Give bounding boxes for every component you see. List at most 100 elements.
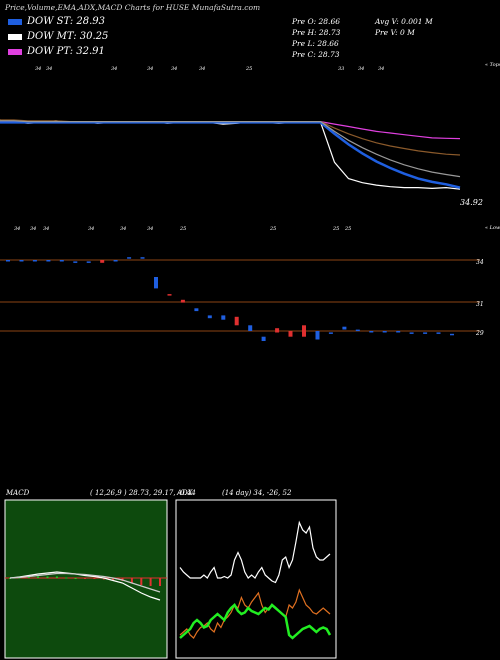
legend-label: DOW MT: 30.25 (27, 31, 109, 42)
legend-dow-pt: DOW PT: 32.91 (8, 46, 105, 57)
candle-bar (59, 260, 64, 262)
low-marker: 34 (30, 226, 36, 232)
candle-bar (342, 326, 347, 330)
macd-line (9, 571, 161, 601)
candle-bar (450, 333, 454, 336)
candle-bar (248, 325, 253, 331)
low-marker: 25 (332, 226, 339, 232)
level-label: 29 (475, 330, 484, 337)
adx-params: (14 day) 34, -26, 52 (222, 489, 292, 497)
adx-label: ADX (176, 489, 194, 497)
macd-histogram-bar (55, 576, 58, 578)
candle-bar (302, 325, 306, 337)
candle-bar (86, 261, 91, 263)
candle-bar (315, 331, 320, 340)
low-marker: 25 (179, 226, 186, 232)
ohlc-open: Pre O: 28.66 (292, 17, 340, 26)
low-marker: 34 (120, 226, 126, 232)
ema-line (0, 119, 461, 190)
candle-bar (6, 260, 10, 262)
candle-bar (369, 331, 374, 333)
ohlc-volume: Pre V: 0 M (375, 28, 415, 37)
candle-bar (275, 328, 280, 333)
top-marker: 34 (199, 66, 205, 72)
low-marker: 25 (344, 226, 351, 232)
macd-line (9, 572, 161, 593)
candle-bar (355, 329, 360, 332)
candle-bar (19, 260, 24, 262)
macd-params: ( 12,26,9 ) 28.73, 29.17, -0.44 (90, 489, 196, 497)
ohlc-low: Pre L: 28.66 (292, 39, 339, 48)
top-marker: 34 (171, 66, 177, 72)
top-marker: 34 (111, 66, 117, 72)
macd-histogram-bar (159, 578, 161, 586)
legend-dow-st: DOW ST: 28.93 (8, 16, 105, 27)
adx-line (179, 588, 331, 639)
candle-bar (382, 331, 387, 333)
macd-histogram-bar (140, 578, 143, 585)
legend-swatch-icon (8, 33, 22, 40)
candle-bar (127, 257, 132, 259)
tops-label: « Tops (485, 62, 500, 68)
macd-histogram-bar (9, 578, 11, 579)
macd-histogram-bar (74, 578, 77, 579)
ohlc-high: Pre H: 28.73 (292, 28, 341, 37)
top-marker: 34 (358, 66, 364, 72)
low-marker: 25 (269, 226, 276, 232)
chart-header: Price,Volume,EMA,ADX,MACD Charts for HUS… (5, 3, 261, 12)
candle-bar (46, 260, 51, 262)
macd-histogram-bar (27, 577, 30, 578)
top-marker: 34 (46, 66, 52, 72)
lows-label: « Lows (485, 225, 500, 231)
candle-bar (73, 261, 78, 263)
adx-line (179, 520, 331, 584)
level-label: 34 (476, 259, 484, 266)
macd-histogram-bar (112, 578, 115, 581)
candle-bar (328, 332, 333, 334)
top-marker: 34 (378, 66, 384, 72)
ema-line (0, 120, 461, 178)
legend-label: DOW PT: 32.91 (27, 46, 105, 57)
candle-bar (436, 332, 441, 334)
legend-dow-mt: DOW MT: 30.25 (8, 31, 108, 42)
candle-bar (288, 331, 293, 337)
candle-bar (261, 336, 266, 341)
top-marker: 34 (35, 66, 41, 72)
candle-bar (180, 299, 185, 303)
macd-histogram-bar (46, 576, 49, 578)
low-marker: 34 (43, 226, 49, 232)
candle-bar (100, 260, 105, 263)
macd-histogram-bar (37, 576, 40, 578)
level-label: 31 (476, 301, 484, 308)
legend-label: DOW ST: 28.93 (27, 16, 106, 27)
macd-histogram-bar (93, 578, 96, 579)
candle-bar (396, 331, 401, 333)
legend-swatch-icon (8, 48, 22, 55)
ema-line (0, 119, 461, 156)
candle-bar (423, 332, 428, 334)
candle-bar (207, 315, 212, 319)
adx-panel (175, 499, 337, 659)
top-marker: 25 (245, 66, 252, 72)
top-marker: 33 (338, 66, 344, 72)
adx-line (179, 603, 332, 640)
low-marker: 34 (14, 226, 20, 232)
ohlc-avg-volume: Avg V: 0.001 M (375, 17, 433, 26)
candle-bar (234, 316, 239, 326)
top-marker: 34 (147, 66, 153, 72)
candle-bar (409, 332, 414, 334)
candle-bar (32, 260, 37, 262)
macd-histogram-bar (65, 577, 68, 579)
macd-histogram-bar (130, 578, 133, 583)
last-price-label: 34.92 (460, 198, 483, 207)
macd-label: MACD (5, 489, 30, 497)
macd-histogram-bar (102, 578, 105, 580)
candle-bar (194, 308, 199, 312)
candle-bar (154, 277, 158, 289)
candle-bar (113, 260, 118, 262)
macd-histogram-bar (84, 578, 86, 579)
low-marker: 34 (88, 226, 94, 232)
ema-line (0, 121, 461, 189)
candle-bar (221, 315, 226, 320)
